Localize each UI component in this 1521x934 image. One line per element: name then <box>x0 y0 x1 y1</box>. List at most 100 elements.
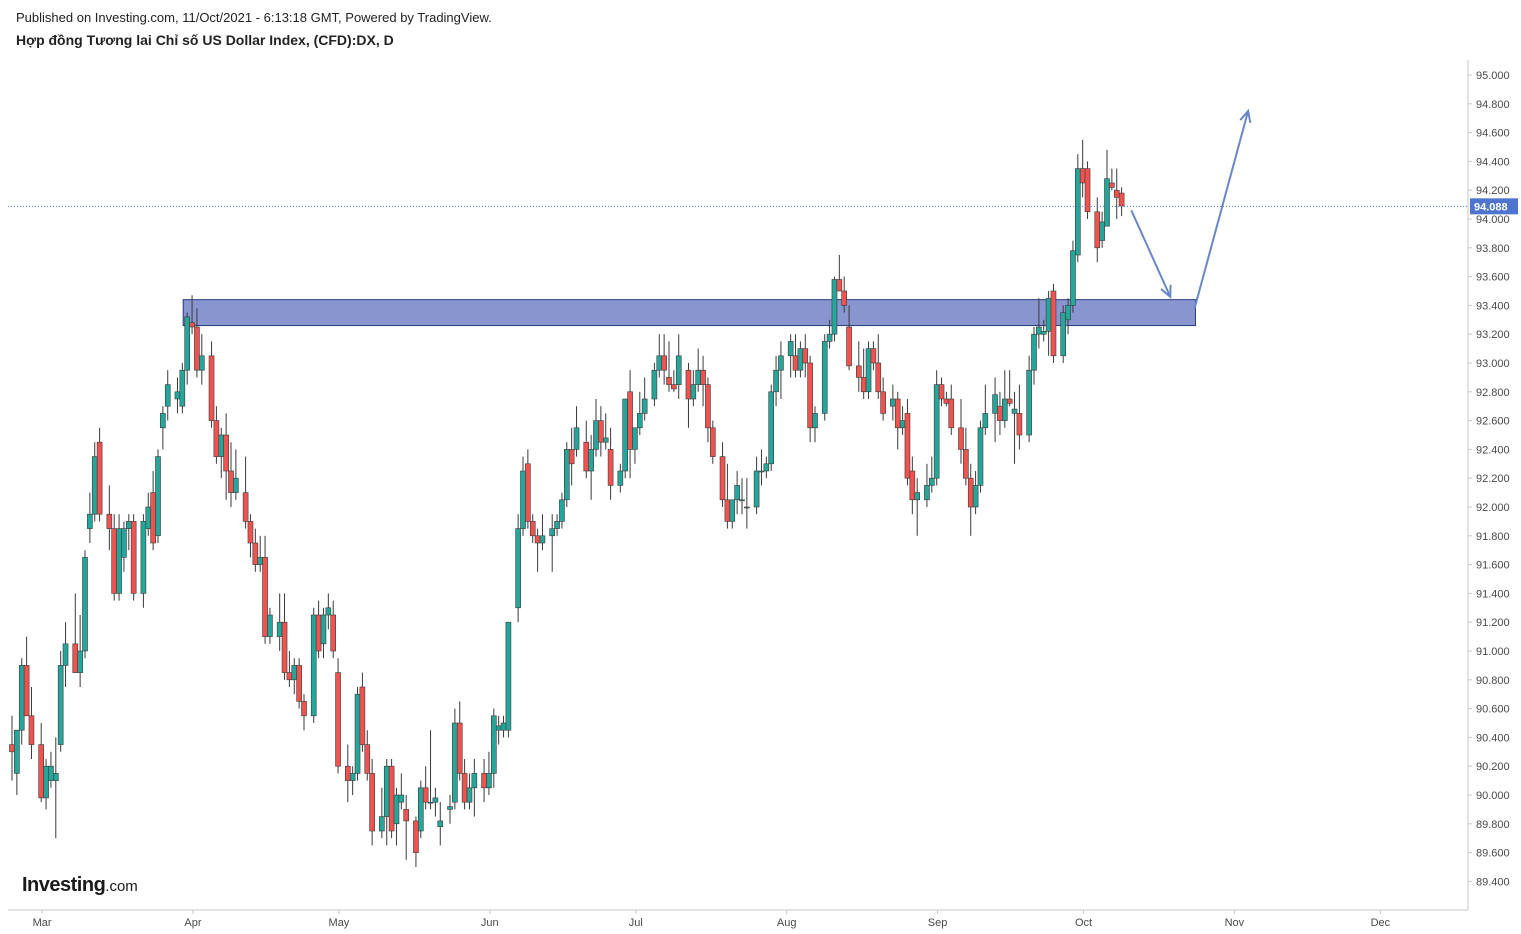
candle <box>23 636 30 717</box>
y-tick-label: 94.600 <box>1476 128 1510 140</box>
candle-body <box>213 420 220 457</box>
x-tick-label: Sep <box>928 917 948 929</box>
candle <box>233 449 239 500</box>
candle <box>938 377 945 407</box>
candle <box>57 651 64 752</box>
candle <box>417 780 424 839</box>
candle-body <box>452 722 458 803</box>
candle <box>744 478 750 529</box>
candle <box>773 355 779 407</box>
candle <box>213 406 220 464</box>
candle <box>194 308 200 378</box>
candle-body <box>301 701 307 717</box>
candle <box>802 334 809 378</box>
candle-body <box>890 398 896 407</box>
candle-body <box>982 413 989 429</box>
candle-body <box>739 499 745 502</box>
candle-body <box>57 665 64 745</box>
candle-body <box>28 715 35 745</box>
candle <box>383 759 390 846</box>
candle-body <box>145 506 152 529</box>
candle-body <box>573 427 580 450</box>
candle <box>413 816 419 867</box>
y-tick-label: 90.000 <box>1476 790 1510 802</box>
candle <box>997 391 1003 435</box>
candle <box>1070 240 1076 313</box>
candle-body <box>393 794 400 825</box>
candle-body <box>933 384 940 479</box>
candle-body <box>247 521 254 544</box>
candle-body <box>627 391 633 450</box>
candle-body <box>836 279 843 292</box>
candle <box>763 456 770 479</box>
candle <box>753 456 760 515</box>
candle-body <box>1084 168 1091 213</box>
candle <box>515 514 521 623</box>
candle-body <box>729 499 736 522</box>
candle-body <box>1065 305 1071 321</box>
candle-body <box>218 434 225 457</box>
candle-body <box>797 348 804 371</box>
candle-body <box>18 665 25 731</box>
arrow-up <box>1193 108 1252 309</box>
candle <box>461 759 468 810</box>
symbol-title: Hợp đồng Tương lai Chỉ số US Dollar Inde… <box>16 32 394 48</box>
candle <box>267 607 273 644</box>
candle-body <box>666 377 672 385</box>
candle <box>583 420 590 479</box>
candle <box>972 471 979 515</box>
candle-body <box>291 665 298 681</box>
candle-body <box>1016 413 1023 436</box>
candle-body <box>958 427 964 450</box>
candle-body <box>315 614 322 652</box>
candle <box>276 593 283 651</box>
candle-body <box>831 279 838 335</box>
candle <box>310 607 317 723</box>
candle <box>481 759 487 803</box>
candle <box>719 442 726 507</box>
candle <box>437 802 444 846</box>
candle <box>62 622 69 687</box>
x-tick-label: Oct <box>1075 917 1092 929</box>
candle-body <box>369 773 375 832</box>
candle-body <box>875 362 882 393</box>
candle <box>529 514 536 543</box>
x-tick-label: May <box>329 917 350 929</box>
candle-body <box>38 744 45 799</box>
candle-body <box>1070 250 1076 306</box>
candle-body <box>671 384 677 390</box>
candle <box>588 435 594 500</box>
candle-body <box>1109 182 1115 188</box>
candle <box>422 766 429 810</box>
candle <box>549 514 556 572</box>
candle-body <box>505 621 512 731</box>
candle <box>958 399 964 464</box>
candle <box>189 295 195 335</box>
candle-body <box>96 441 103 515</box>
candle-body <box>43 765 49 799</box>
candle <box>359 672 366 752</box>
y-tick-label: 94.000 <box>1476 214 1510 226</box>
candle-body <box>841 290 848 306</box>
candle-body <box>379 816 385 832</box>
candle-body <box>705 384 711 429</box>
candle-body <box>865 348 872 393</box>
candle-body <box>938 384 945 400</box>
y-tick-label: 92.600 <box>1476 416 1510 428</box>
candle-body <box>126 521 132 529</box>
candle-body <box>768 391 775 465</box>
candle <box>963 427 969 486</box>
candle-body <box>490 715 497 774</box>
axes-layer: 95.000 94.800 94.600 94.400 94.200 94.000 93.8… <box>8 60 1510 929</box>
candle-body <box>1075 168 1081 256</box>
y-tick-label: 92.800 <box>1476 387 1510 399</box>
candle-body <box>1001 398 1008 421</box>
candle-body <box>48 765 54 781</box>
logo-suffix: .com <box>105 878 138 895</box>
y-tick-label: 93.200 <box>1476 329 1510 341</box>
candle <box>977 420 984 493</box>
candle-body <box>354 693 361 774</box>
candle-body <box>9 744 15 753</box>
y-tick-label: 94.400 <box>1476 156 1510 168</box>
candle <box>486 751 492 795</box>
